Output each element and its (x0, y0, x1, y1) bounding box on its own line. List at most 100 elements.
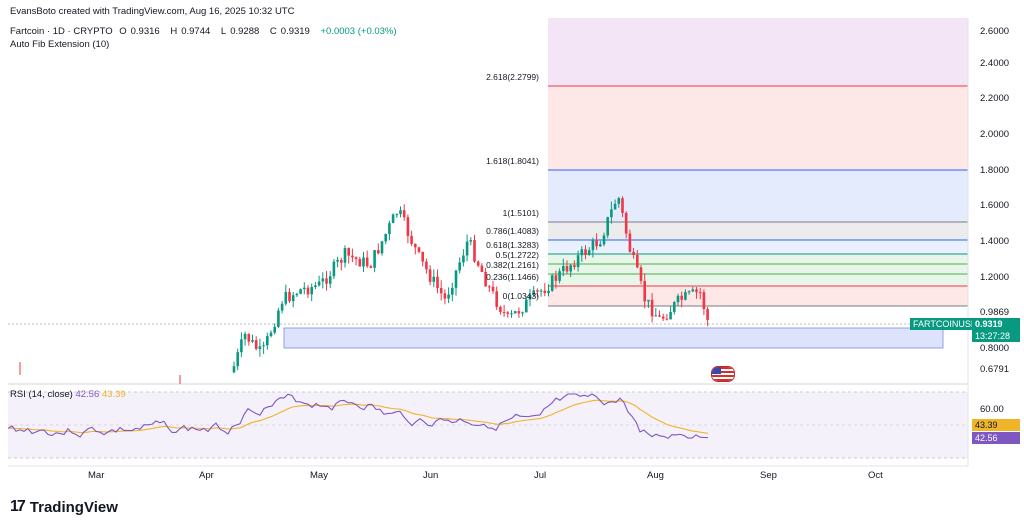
candle-body (269, 332, 273, 337)
candle-body (665, 318, 669, 320)
chart-attribution: EvansBoto created with TradingView.com, … (10, 6, 295, 17)
candle-body (351, 255, 354, 258)
candle-body (661, 316, 665, 319)
candle-body (517, 311, 521, 314)
candle-body (365, 257, 369, 267)
candle-body (532, 290, 535, 295)
symbol-legend[interactable]: Fartcoin · 1D · CRYPTO O 0.9316 H 0.9744 L… (10, 26, 401, 37)
candle-body (528, 294, 532, 300)
candle-body (399, 210, 402, 215)
candle-body (451, 287, 454, 295)
fib-zone-2618 (548, 86, 968, 170)
price-tick: 1.6000 (980, 200, 1010, 211)
rsi-line (7, 393, 709, 440)
candle-body (258, 346, 262, 350)
candle-body (680, 295, 683, 300)
candle-body (402, 210, 406, 218)
candle-body (580, 249, 584, 256)
candle-body (484, 271, 487, 287)
candle-body (362, 257, 365, 267)
ohlc-close: C 0.9319 (269, 26, 310, 37)
us-flag-event-icon[interactable] (711, 366, 735, 382)
candle-body (558, 271, 561, 281)
candle-body (310, 287, 313, 295)
tradingview-brand[interactable]: 17 TradingView (10, 498, 118, 516)
rsi-ma-line (7, 399, 709, 434)
candle-body (328, 276, 332, 284)
candle-body (587, 250, 591, 256)
candle-body (251, 340, 254, 342)
fib-label-0618: 0.618(1.3283) (486, 240, 539, 250)
rsi-legend[interactable]: RSI (14, close) 42.56 43.39 (10, 389, 126, 400)
candle-body (695, 289, 698, 293)
price-tick: 0.6791 (980, 364, 1010, 375)
price-tick: 2.2000 (980, 93, 1010, 104)
last-price-tag: 0.9319 (972, 318, 1020, 330)
candle-body (262, 345, 265, 347)
symbol-price-tag: FARTCOINUSD (910, 318, 981, 330)
candle-body (236, 352, 239, 367)
fib-label-05: 0.5(1.2722) (495, 250, 539, 260)
candle-body (647, 299, 650, 302)
rsi-axis-tick: 60.00 (980, 404, 1004, 415)
fib-indicator-label[interactable]: Auto Fib Extension (10) (10, 39, 110, 50)
fib-label-1: 1(1.5101) (502, 208, 539, 218)
candle-body (421, 251, 424, 262)
candle-body (454, 270, 458, 288)
candle-body (295, 293, 299, 296)
candle-body (347, 248, 350, 256)
month-label: Apr (199, 470, 214, 481)
candle-body (617, 198, 621, 204)
candle-body (465, 241, 469, 256)
fib-label-0786: 0.786(1.4083) (486, 226, 539, 236)
price-tick: 1.4000 (980, 236, 1010, 247)
candle-body (254, 340, 258, 350)
candle-body (410, 235, 413, 244)
candle-body (643, 280, 646, 302)
candle-body (591, 240, 595, 251)
month-label: Mar (88, 470, 105, 481)
candle-body (595, 240, 598, 247)
candle-body (510, 313, 513, 315)
tradingview-logo-icon: 17 (10, 498, 26, 515)
candle-body (384, 233, 387, 242)
candle-body (273, 326, 276, 333)
candle-body (702, 292, 706, 310)
month-label: Oct (868, 470, 883, 481)
candle-body (673, 302, 676, 312)
candle-body (417, 247, 421, 252)
candle-body (369, 266, 373, 268)
candle-body (266, 336, 269, 346)
candle-body (525, 299, 528, 313)
candle-body (317, 281, 321, 286)
symbol-title[interactable]: Fartcoin · 1D · CRYPTO (10, 26, 113, 37)
candle-body (291, 295, 295, 302)
month-label: Sep (760, 470, 777, 481)
candle-body (277, 310, 280, 327)
candle-body (425, 261, 428, 270)
candle-body (380, 241, 384, 254)
candle-body (462, 255, 465, 263)
rsi-ma-value: 43.39 (101, 389, 126, 400)
month-label: May (310, 470, 328, 481)
candle-body (480, 265, 484, 272)
candle-body (499, 306, 502, 312)
candle-body (406, 217, 410, 236)
candle-body (321, 278, 325, 282)
candle-body (669, 311, 672, 320)
candle-body (628, 233, 632, 252)
fib-zone-top (548, 18, 968, 86)
candle-body (676, 295, 680, 303)
candle-body (698, 292, 702, 294)
candle-body (314, 285, 317, 288)
candle-body (443, 293, 447, 299)
candle-body (373, 250, 376, 268)
candle-body (691, 289, 695, 292)
rsi-ma-tag: 43.39 (972, 419, 1020, 431)
candle-body (613, 203, 617, 210)
support-zone-box (283, 327, 944, 349)
candle-body (495, 291, 498, 307)
candle-body (650, 299, 654, 317)
candle-body (573, 265, 576, 268)
